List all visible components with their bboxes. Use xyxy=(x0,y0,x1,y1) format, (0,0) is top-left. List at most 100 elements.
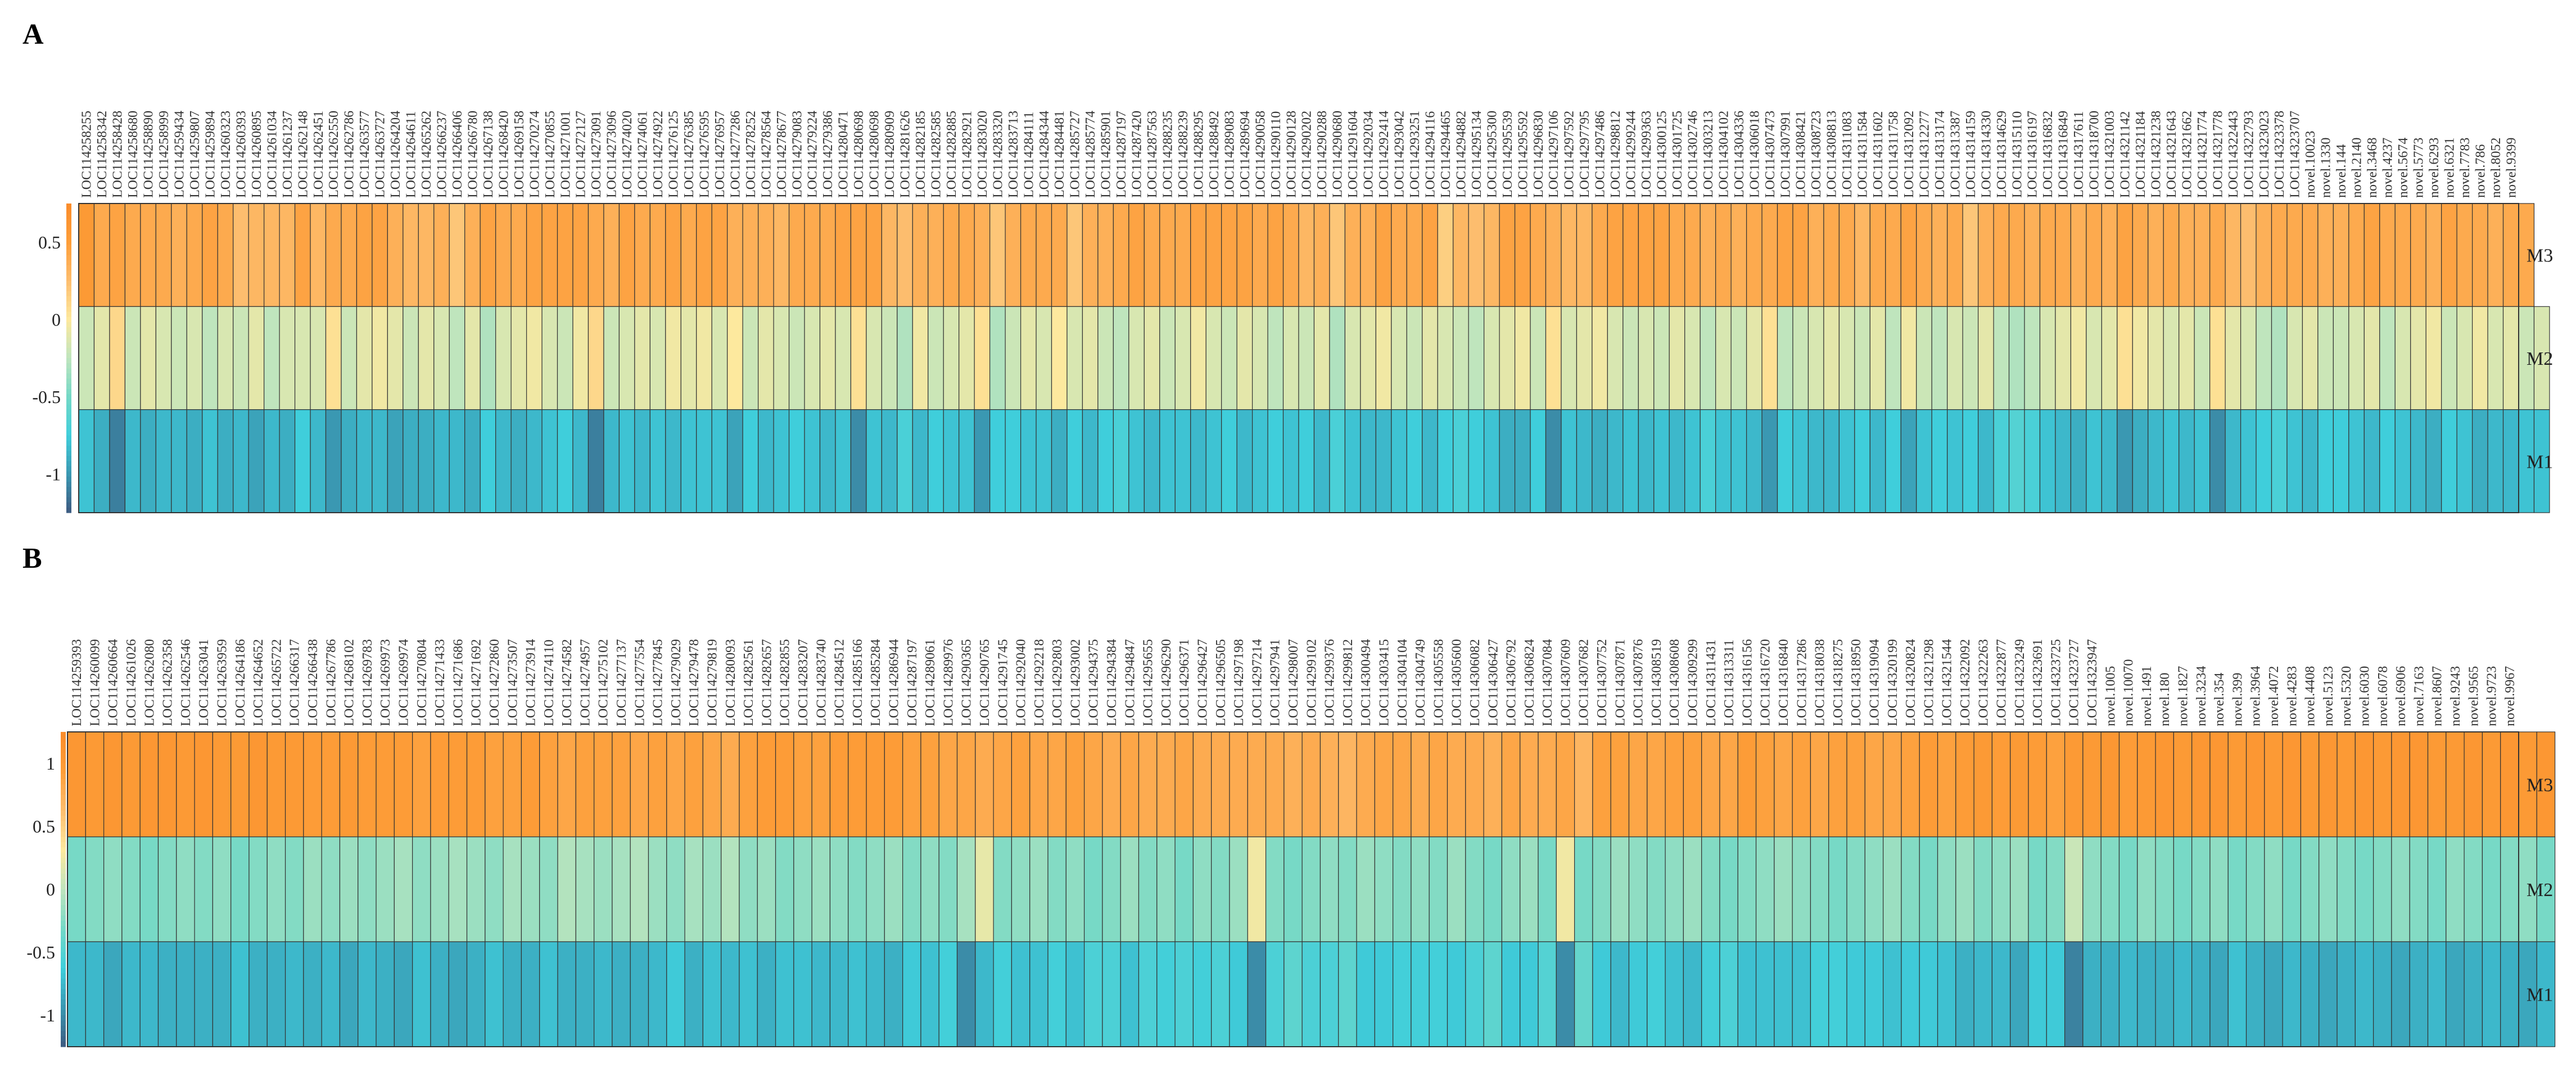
heatmap-cell xyxy=(775,836,794,942)
heatmap-cell xyxy=(634,306,650,410)
heatmap-cell xyxy=(2471,203,2488,307)
column-label: LOC114258255 xyxy=(80,111,94,198)
heatmap-cell xyxy=(1947,306,1963,410)
heatmap-cell xyxy=(1854,409,1870,513)
column-label: LOC114273091 xyxy=(589,111,604,198)
heatmap-cell xyxy=(78,409,95,513)
heatmap-cell xyxy=(266,731,286,838)
heatmap-cell xyxy=(593,836,613,942)
heatmap-cell xyxy=(1701,836,1720,942)
colorbar-segment xyxy=(66,389,71,395)
column-label: LOC114272860 xyxy=(487,639,502,726)
heatmap-cell xyxy=(943,203,960,307)
column-label: LOC114290680 xyxy=(1331,111,1345,198)
heatmap-cell xyxy=(1097,409,1114,513)
heatmap-cell xyxy=(1701,731,1720,838)
heatmap-cell xyxy=(2264,941,2283,1047)
colorbar-tick-label: 0.5 xyxy=(38,232,61,252)
heatmap-cell xyxy=(2456,306,2473,410)
column-label: LOC114258342 xyxy=(95,111,110,198)
column-label: novel.5773 xyxy=(2411,138,2426,198)
heatmap-cell xyxy=(124,409,141,513)
heatmap-cell xyxy=(1520,731,1539,838)
heatmap-cell xyxy=(2240,409,2257,513)
colorbar-segment xyxy=(66,316,71,323)
column-label: LOC114290765 xyxy=(978,639,992,726)
column-label: LOC114318038 xyxy=(1813,639,1828,726)
heatmap-cell xyxy=(418,203,435,307)
heatmap-cell xyxy=(928,203,944,307)
heatmap-cell xyxy=(603,306,620,410)
column-label: LOC114295300 xyxy=(1485,111,1499,198)
column-label: novel.7163 xyxy=(2412,666,2426,726)
heatmap-cell xyxy=(2348,409,2365,513)
heatmap-cell xyxy=(1329,306,1346,410)
heatmap-cell xyxy=(1883,731,1902,838)
column-label: LOC114263041 xyxy=(197,639,211,726)
heatmap-cell xyxy=(711,409,728,513)
colorbar-segment xyxy=(66,368,71,374)
heatmap-cell xyxy=(1919,941,1938,1047)
column-label: LOC114282585 xyxy=(929,111,943,198)
colorbar-segment xyxy=(66,383,71,390)
heatmap-cell xyxy=(1746,306,1762,410)
heatmap-cell xyxy=(248,731,268,838)
colorbar-segment xyxy=(61,921,66,926)
colorbar-tick-label: -1 xyxy=(40,1005,55,1025)
heatmap-cell xyxy=(2533,409,2550,513)
heatmap-cell xyxy=(2179,409,2195,513)
heatmap-cell xyxy=(2337,941,2356,1047)
heatmap-cell xyxy=(1761,203,1778,307)
heatmap-cell xyxy=(618,409,635,513)
heatmap-cell xyxy=(742,409,759,513)
heatmap-cell xyxy=(572,203,589,307)
heatmap-cell xyxy=(587,306,604,410)
heatmap-cell xyxy=(155,409,172,513)
colorbar-segment xyxy=(61,748,66,753)
column-label: LOC114306427 xyxy=(1486,639,1501,726)
heatmap-cell xyxy=(1777,306,1793,410)
heatmap-cell xyxy=(757,731,776,838)
heatmap-cell xyxy=(1520,941,1539,1047)
heatmap-cell xyxy=(1360,203,1376,307)
heatmap-cell xyxy=(2271,203,2288,307)
column-label: LOC114277137 xyxy=(614,639,629,726)
colorbar-segment xyxy=(61,826,66,832)
column-label: LOC114321662 xyxy=(2180,111,2194,198)
column-label: LOC114280698 xyxy=(852,111,866,198)
heatmap-cell xyxy=(1298,409,1315,513)
heatmap-cell xyxy=(194,941,213,1047)
heatmap-cell xyxy=(1719,836,1738,942)
heatmap-cell xyxy=(2427,731,2447,838)
heatmap-cell xyxy=(739,836,758,942)
heatmap-cell xyxy=(1792,409,1809,513)
heatmap-cell xyxy=(1065,941,1085,1047)
heatmap-cell xyxy=(1545,409,1562,513)
colorbar-segment xyxy=(61,957,66,964)
column-label: LOC114308813 xyxy=(1825,111,1840,198)
colorbar-tick-label: 0.5 xyxy=(33,816,55,836)
heatmap-cell xyxy=(793,731,812,838)
column-label: LOC114308519 xyxy=(1649,639,1664,726)
heatmap-cell xyxy=(176,941,195,1047)
heatmap-cell xyxy=(1978,409,1994,513)
heatmap-cell xyxy=(1205,203,1222,307)
heatmap-cell xyxy=(1931,306,1948,410)
column-label: LOC114314330 xyxy=(1979,111,1994,198)
heatmap-cell xyxy=(1774,731,1793,838)
heatmap-cell xyxy=(680,409,697,513)
column-label: LOC114323725 xyxy=(2049,639,2063,726)
heatmap-cell xyxy=(1501,836,1521,942)
column-label: LOC114277554 xyxy=(632,639,647,726)
heatmap-cell xyxy=(1029,731,1049,838)
heatmap-cell xyxy=(1138,836,1158,942)
colorbar-segment xyxy=(61,915,66,921)
heatmap-cell xyxy=(2055,409,2072,513)
heatmap-cell xyxy=(2319,836,2338,942)
column-label: LOC114294847 xyxy=(1123,639,1137,726)
colorbar-segment xyxy=(61,831,66,838)
column-label: novel.10070 xyxy=(2122,659,2136,726)
heatmap-cell xyxy=(1284,836,1303,942)
heatmap-cell xyxy=(1360,409,1376,513)
heatmap-cell xyxy=(1429,941,1448,1047)
